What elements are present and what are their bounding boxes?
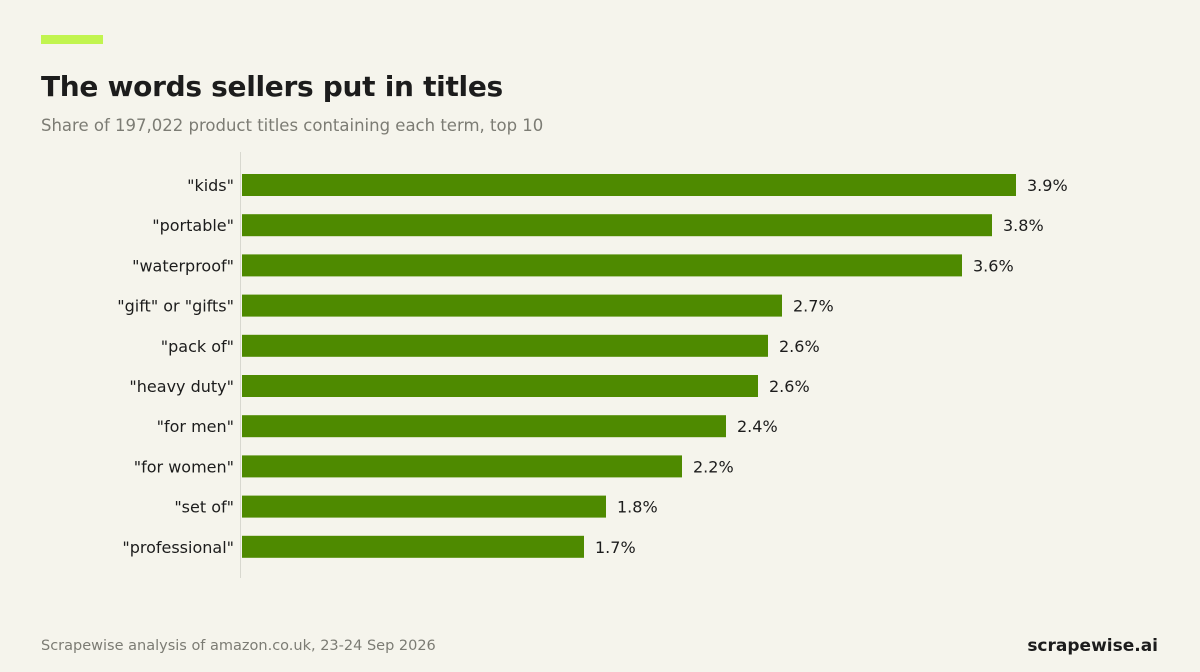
value-label: 2.6% [779, 337, 820, 356]
chart-title: The words sellers put in titles [41, 70, 503, 103]
value-label: 2.2% [693, 457, 734, 476]
bar [242, 254, 962, 277]
value-label: 3.6% [973, 256, 1014, 275]
value-label: 2.6% [769, 377, 810, 396]
value-label: 3.8% [1003, 216, 1044, 235]
source-note: Scrapewise analysis of amazon.co.uk, 23-… [41, 638, 436, 654]
category-label: "kids" [187, 176, 234, 195]
bar [242, 214, 992, 237]
category-label: "set of" [174, 498, 234, 517]
value-label: 1.7% [595, 538, 636, 557]
category-label: "waterproof" [132, 256, 234, 275]
category-label: "portable" [152, 216, 234, 235]
category-label: "for women" [134, 457, 234, 476]
bar [242, 294, 782, 317]
chart-subtitle: Share of 197,022 product titles containi… [41, 116, 544, 135]
value-label: 1.8% [617, 498, 658, 517]
bar [242, 334, 768, 357]
category-label: "gift" or "gifts" [117, 297, 234, 316]
bar [242, 415, 726, 438]
bar-chart: "kids" 3.9% "portable" 3.8% "waterproof" 3.6%… [117, 152, 1068, 578]
bar [242, 375, 758, 397]
bar [242, 174, 1016, 196]
value-label: 3.9% [1027, 176, 1068, 195]
category-label: "heavy duty" [129, 377, 234, 396]
value-label: 2.7% [793, 297, 834, 316]
category-label: "for men" [157, 417, 234, 436]
category-label: "professional" [122, 538, 234, 557]
bar [242, 535, 584, 558]
bar [242, 455, 682, 478]
value-label: 2.4% [737, 417, 778, 436]
brand-logo-text: scrapewise.ai [1027, 636, 1158, 656]
category-label: "pack of" [161, 337, 234, 356]
accent-bar [41, 35, 103, 44]
bar [242, 495, 606, 518]
